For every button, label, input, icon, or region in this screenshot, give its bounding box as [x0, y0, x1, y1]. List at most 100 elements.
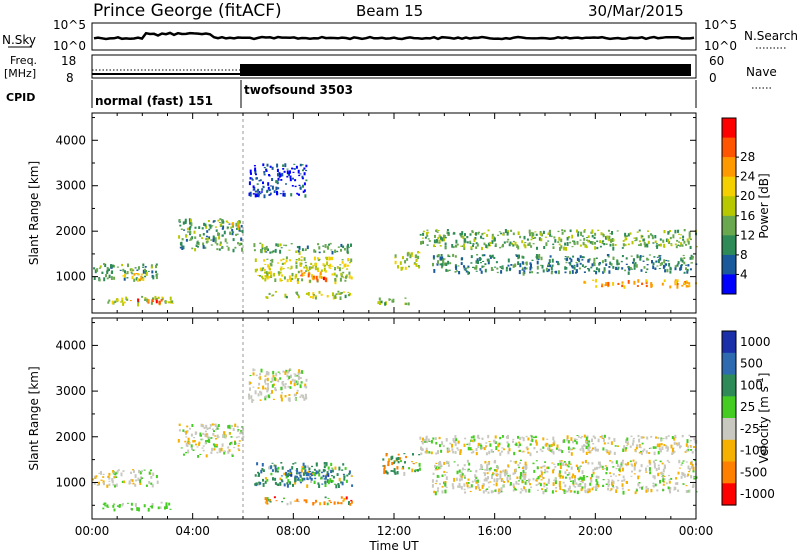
echo-cell [607, 442, 610, 445]
echo-cell [327, 480, 330, 485]
echo-cell [592, 486, 595, 488]
echo-cell [530, 245, 533, 248]
echo-cell [425, 437, 428, 441]
echo-cell [255, 173, 257, 176]
echo-cell [519, 443, 522, 447]
echo-cell [277, 187, 280, 190]
echo-cell [603, 434, 606, 438]
echo-cell [441, 490, 444, 494]
echo-cell [204, 433, 207, 437]
echo-cell [629, 460, 632, 463]
echo-cell [552, 469, 555, 474]
echo-cell [662, 489, 665, 492]
echo-cell [434, 491, 437, 496]
echo-cell [463, 246, 466, 250]
echo-cell [256, 193, 259, 197]
echo-cell [572, 447, 575, 450]
echo-cell [287, 470, 290, 472]
nsky-tick-bottom: 10^0 [53, 39, 86, 53]
echo-cell [208, 224, 211, 227]
echo-cell [228, 424, 231, 429]
echo-cell [524, 472, 527, 474]
echo-cell [392, 470, 394, 472]
echo-cell [595, 475, 598, 479]
echo-cell [304, 248, 307, 251]
echo-cell [521, 436, 524, 439]
echo-cell [130, 471, 132, 474]
echo-cell [587, 488, 590, 492]
echo-cell [517, 483, 520, 485]
echo-cell [304, 383, 307, 386]
echo-cell [522, 473, 525, 477]
echo-cell [270, 185, 272, 187]
echo-cell [467, 487, 470, 489]
echo-cell [445, 471, 448, 473]
echo-cell [593, 270, 596, 272]
echo-cell [148, 471, 151, 475]
echo-cell [264, 480, 267, 484]
echo-cell [290, 374, 292, 378]
echo-cell [489, 255, 492, 259]
echo-cell [265, 271, 268, 274]
echo-cell [546, 470, 549, 473]
echo-cell [638, 244, 641, 246]
echo-cell [653, 256, 656, 258]
echo-cell [547, 466, 550, 470]
echo-cell [622, 243, 625, 247]
echo-cell [635, 237, 638, 241]
echo-cell [502, 233, 505, 236]
echo-cell [635, 264, 638, 268]
echo-cell [122, 275, 125, 277]
echo-cell [682, 472, 685, 475]
echo-cell [411, 255, 413, 257]
echo-cell [542, 446, 545, 449]
echo-cell [572, 485, 575, 487]
echo-cell [268, 174, 270, 176]
echo-cell [623, 285, 626, 289]
echo-cell [436, 239, 438, 242]
echo-cell [493, 484, 496, 486]
echo-cell [615, 467, 618, 470]
echo-cell [439, 263, 442, 266]
echo-cell [674, 434, 677, 438]
echo-cell [303, 385, 306, 388]
echo-cell [428, 240, 431, 242]
echo-cell [663, 444, 666, 447]
echo-cell [629, 266, 632, 270]
echo-cell [136, 507, 139, 511]
echo-cell [260, 391, 263, 396]
echo-cell [320, 276, 323, 279]
echo-cell [581, 256, 584, 259]
echo-cell [647, 258, 650, 261]
echo-cell [435, 241, 438, 243]
echo-cell [425, 232, 428, 235]
echo-cell [670, 444, 673, 449]
echo-cell [623, 479, 626, 482]
echo-cell [256, 190, 258, 193]
echo-cell [306, 268, 309, 271]
echo-cell [415, 258, 418, 261]
echo-cell [670, 243, 673, 245]
echo-cell [277, 243, 280, 247]
echo-cell [582, 475, 585, 479]
echo-cell [459, 451, 462, 455]
echo-cell [547, 268, 550, 272]
echo-cell [202, 425, 205, 428]
echo-cell [581, 436, 584, 438]
echo-cell [296, 383, 299, 386]
echo-cell [223, 450, 226, 453]
echo-cell [521, 269, 524, 271]
echo-cell [93, 483, 96, 485]
echo-cell [634, 491, 637, 495]
echo-cell [454, 255, 457, 258]
echo-cell [114, 475, 117, 477]
echo-cell [568, 451, 571, 453]
echo-cell [624, 238, 627, 241]
echo-cell [282, 370, 285, 373]
echo-cell [584, 243, 587, 248]
echo-cell [566, 236, 569, 241]
echo-cell [635, 461, 638, 465]
echo-cell [260, 368, 263, 373]
echo-cell [487, 476, 490, 480]
echo-cell [519, 459, 522, 461]
